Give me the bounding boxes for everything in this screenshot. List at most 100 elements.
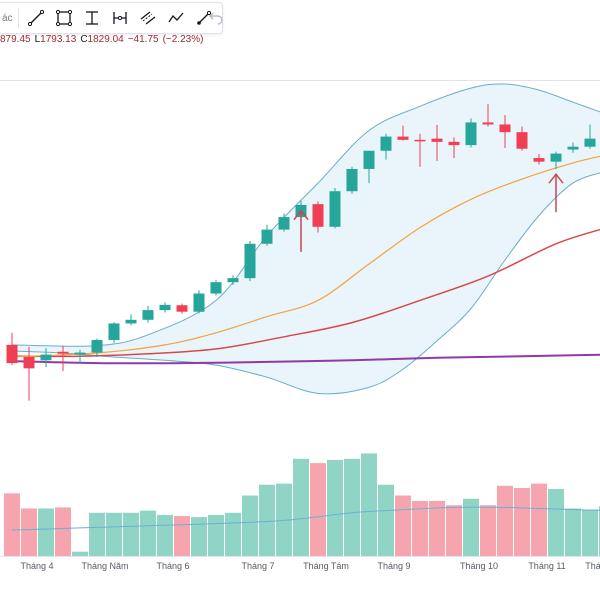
volume-bar[interactable] (72, 551, 88, 556)
volume-bar[interactable] (514, 487, 530, 556)
volume-bar[interactable] (89, 512, 105, 556)
volume-bar[interactable] (157, 514, 173, 556)
volume-bar[interactable] (174, 516, 190, 556)
candle[interactable] (244, 240, 256, 281)
candle[interactable] (584, 124, 596, 149)
volume-bar[interactable] (55, 507, 71, 556)
candle[interactable] (227, 275, 239, 286)
volume-bar[interactable] (21, 508, 37, 556)
candle[interactable] (414, 133, 426, 167)
candle[interactable] (278, 213, 290, 232)
volume-bar[interactable] (378, 484, 394, 556)
brush-icon[interactable] (192, 6, 216, 30)
volume-bar[interactable] (276, 483, 292, 556)
volume-bar[interactable] (480, 505, 496, 556)
volume-bar[interactable] (140, 510, 156, 556)
volume-bar[interactable] (429, 500, 445, 556)
candle[interactable] (40, 348, 52, 368)
bollinger-upper-line (11, 83, 600, 347)
volume-bar[interactable] (225, 512, 241, 556)
volume-bar[interactable] (497, 485, 513, 556)
candle[interactable] (91, 338, 103, 358)
candle-body (363, 150, 375, 169)
date-range-icon[interactable] (108, 6, 132, 30)
candle[interactable] (516, 126, 528, 151)
volume-bar[interactable] (531, 483, 547, 556)
volume-bar[interactable] (327, 459, 343, 556)
arrow-head (293, 209, 309, 221)
volume-bar[interactable] (361, 453, 377, 556)
candle[interactable] (533, 153, 545, 165)
x-axis-tick-label: Tháng 4 (20, 561, 53, 571)
volume-bar[interactable] (208, 514, 224, 556)
candle[interactable] (465, 118, 477, 148)
candle[interactable] (23, 346, 35, 401)
x-axis-tick-label: Tháng 6 (156, 561, 189, 571)
volume-bar[interactable] (412, 500, 428, 556)
bollinger-band (11, 83, 600, 395)
volume-bar[interactable] (191, 517, 207, 556)
candle[interactable] (57, 345, 69, 372)
candle[interactable] (125, 314, 137, 326)
candle[interactable] (210, 280, 222, 296)
volume-bar[interactable] (344, 458, 360, 556)
volume-bar[interactable] (446, 505, 462, 556)
volume-bar[interactable] (106, 512, 122, 556)
candle[interactable] (380, 133, 392, 160)
candle[interactable] (499, 115, 511, 148)
volume-bar[interactable] (259, 484, 275, 556)
candle[interactable] (6, 332, 18, 366)
candle-body (465, 122, 477, 146)
volume-bar[interactable] (310, 463, 326, 556)
candle[interactable] (108, 322, 120, 343)
candle[interactable] (431, 124, 443, 161)
candle-body (329, 191, 341, 227)
candle[interactable] (363, 150, 375, 184)
path-icon[interactable] (164, 6, 188, 30)
candlesticks[interactable] (6, 104, 600, 401)
candle-body (278, 217, 290, 230)
volume-bar[interactable] (38, 508, 54, 556)
x-axis-tick-label: Tháng Tám (303, 561, 349, 571)
candle[interactable] (550, 151, 562, 169)
parallel-channel-icon[interactable] (136, 6, 160, 30)
candle[interactable] (567, 142, 579, 153)
candle[interactable] (312, 201, 324, 233)
ma-red-line (11, 228, 600, 358)
volume-bar[interactable] (463, 498, 479, 556)
candle-body (244, 243, 256, 279)
candle-body (533, 158, 545, 162)
candle[interactable] (482, 104, 494, 127)
candle[interactable] (176, 303, 188, 314)
volume-bar[interactable] (582, 509, 598, 556)
candle[interactable] (74, 349, 86, 364)
candle[interactable] (329, 187, 341, 229)
volume-bar[interactable] (242, 495, 258, 556)
candle[interactable] (142, 306, 154, 323)
volume-bar[interactable] (293, 458, 309, 556)
moving-averages (11, 155, 600, 365)
rectangle-icon[interactable] (52, 6, 76, 30)
up-arrow-annotation (548, 172, 564, 213)
candle-body (516, 132, 528, 149)
volume-bar[interactable] (4, 493, 20, 556)
volume-bar[interactable] (548, 489, 564, 556)
candle-body (550, 153, 562, 162)
candle[interactable] (261, 224, 273, 246)
candle[interactable] (346, 166, 358, 194)
price-range-icon[interactable] (80, 6, 104, 30)
bollinger-lower-line (11, 172, 600, 395)
volume-bar[interactable] (395, 495, 411, 556)
arrow-head (548, 172, 564, 184)
volume-bar[interactable] (123, 512, 139, 556)
volume-bars[interactable] (4, 453, 600, 556)
trend-line-icon[interactable] (24, 6, 48, 30)
candle[interactable] (397, 125, 409, 141)
candle-body (448, 141, 460, 146)
volume-bar[interactable] (565, 508, 581, 556)
candle[interactable] (193, 290, 205, 314)
candle[interactable] (159, 302, 171, 313)
candle[interactable] (448, 137, 460, 159)
undo-icon[interactable] (208, 9, 224, 25)
